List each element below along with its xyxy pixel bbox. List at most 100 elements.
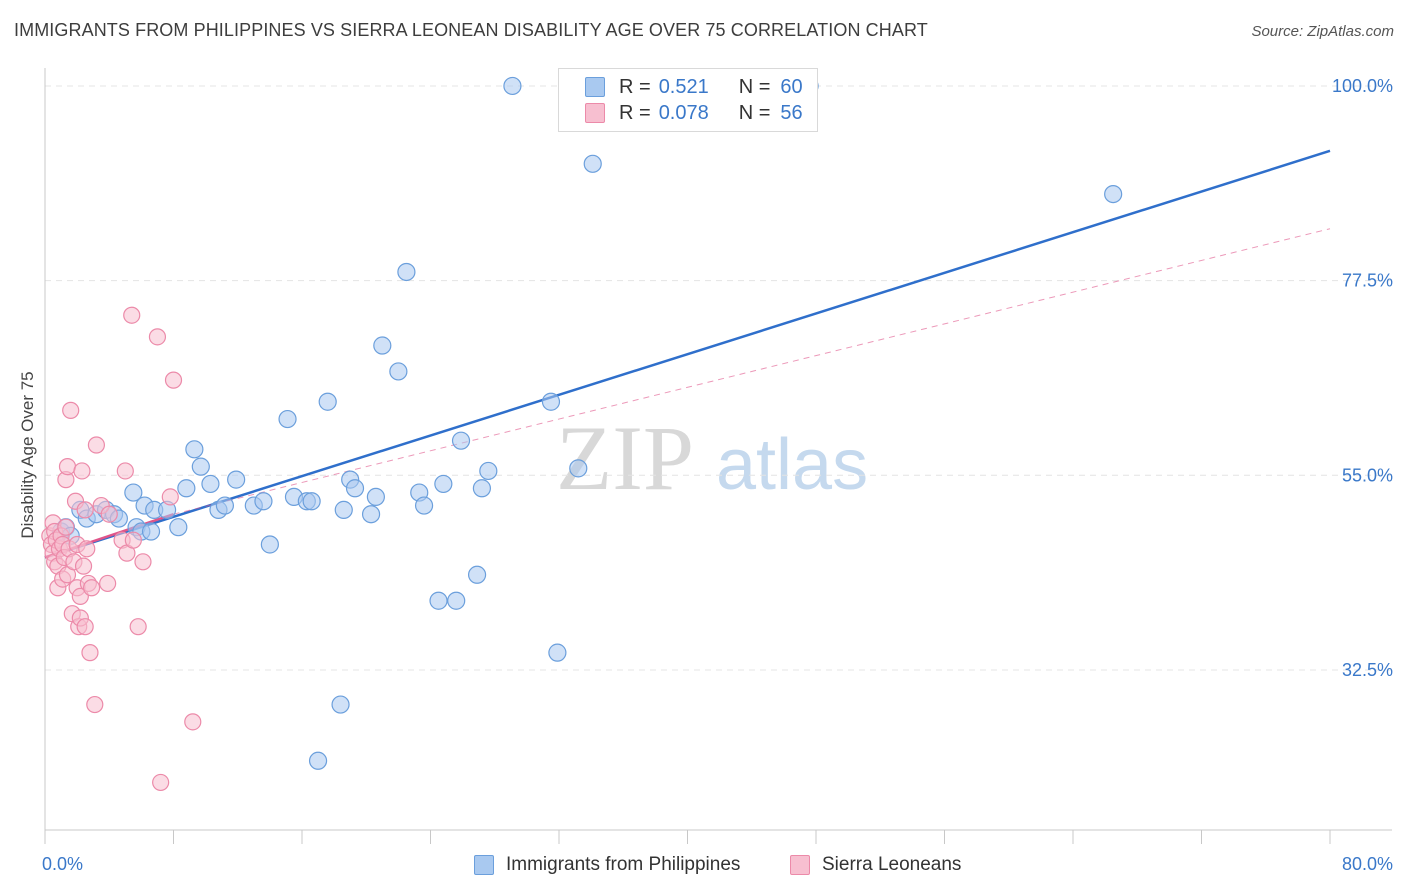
point-philippines bbox=[541, 392, 561, 411]
stats-row-philippines: R = 0.521 N = 60 bbox=[585, 74, 803, 100]
legend-item-sierra-leoneans: Sierra Leoneans bbox=[790, 852, 961, 878]
point-sierra-leoneans bbox=[78, 540, 96, 558]
point-philippines bbox=[331, 695, 350, 714]
point-philippines bbox=[548, 643, 567, 662]
point-philippines bbox=[434, 474, 453, 494]
point-philippines bbox=[141, 522, 161, 541]
point-philippines bbox=[366, 487, 385, 507]
point-sierra-leoneans bbox=[57, 518, 75, 536]
legend-label: Immigrants from Philippines bbox=[506, 854, 741, 875]
point-sierra-leoneans bbox=[62, 401, 80, 419]
source-label: Source: ZipAtlas.com bbox=[1251, 23, 1394, 40]
point-sierra-leoneans bbox=[82, 579, 101, 597]
n-label: N = bbox=[738, 75, 771, 98]
chart-title: IMMIGRANTS FROM PHILIPPINES VS SIERRA LE… bbox=[14, 20, 928, 40]
point-philippines bbox=[308, 751, 328, 770]
point-philippines bbox=[389, 362, 408, 381]
point-sierra-leoneans bbox=[152, 773, 170, 792]
point-philippines bbox=[503, 76, 522, 96]
point-philippines bbox=[254, 492, 273, 511]
r-label: R = bbox=[619, 75, 651, 98]
point-philippines bbox=[467, 565, 487, 584]
point-philippines bbox=[260, 535, 279, 554]
point-philippines bbox=[451, 431, 471, 450]
point-sierra-leoneans bbox=[81, 644, 99, 662]
point-sierra-leoneans bbox=[129, 618, 147, 636]
point-philippines bbox=[479, 461, 498, 481]
point-philippines bbox=[124, 483, 143, 502]
point-sierra-leoneans bbox=[134, 553, 152, 571]
sierra-leone-swatch bbox=[585, 103, 605, 123]
y-tick-label: 55.0% bbox=[1342, 465, 1393, 485]
point-philippines bbox=[361, 505, 381, 524]
point-sierra-leoneans bbox=[148, 328, 167, 346]
x-tick-labels: 0.0% 80.0% bbox=[42, 854, 1393, 874]
n-label: N = bbox=[738, 101, 771, 124]
point-sierra-leoneans bbox=[124, 531, 142, 549]
x-tick-label: 0.0% bbox=[42, 854, 83, 874]
stats-row-sierra-leone: R = 0.078 N = 56 bbox=[585, 100, 803, 126]
point-sierra-leoneans bbox=[58, 458, 77, 476]
point-sierra-leoneans bbox=[184, 713, 202, 731]
point-philippines bbox=[278, 409, 297, 429]
watermark-atlas: atlas bbox=[716, 425, 868, 505]
point-philippines bbox=[334, 500, 353, 519]
trendline-sierra-leoneans bbox=[173, 228, 1331, 515]
y-axis-label: Disability Age Over 75 bbox=[18, 371, 37, 538]
data-points bbox=[41, 76, 1123, 792]
point-philippines bbox=[185, 440, 204, 459]
r-value: 0.078 bbox=[658, 101, 709, 124]
legend-item-philippines: Immigrants from Philippines bbox=[474, 852, 740, 878]
point-sierra-leoneans bbox=[123, 306, 141, 324]
point-philippines bbox=[429, 591, 448, 610]
point-sierra-leoneans bbox=[161, 488, 179, 506]
philippines-legend-swatch bbox=[474, 855, 494, 875]
y-tick-labels: 32.5% 55.0% 77.5% 100.0% bbox=[1332, 76, 1393, 680]
point-sierra-leoneans bbox=[99, 574, 117, 593]
point-philippines bbox=[318, 392, 337, 411]
watermark-zip: ZIP bbox=[556, 407, 694, 509]
point-philippines bbox=[1104, 185, 1123, 204]
r-label: R = bbox=[619, 101, 651, 124]
point-sierra-leoneans bbox=[73, 462, 91, 480]
y-tick-label: 100.0% bbox=[1332, 76, 1393, 96]
watermark: ZIP atlas bbox=[556, 407, 868, 509]
n-value: 56 bbox=[780, 101, 803, 124]
point-philippines bbox=[191, 457, 210, 476]
point-philippines bbox=[583, 154, 602, 173]
point-sierra-leoneans bbox=[76, 501, 94, 519]
y-tick-label: 32.5% bbox=[1342, 660, 1393, 680]
point-philippines bbox=[169, 518, 188, 537]
trendline-philippines bbox=[44, 149, 1331, 559]
philippines-swatch bbox=[585, 77, 605, 97]
point-sierra-leoneans bbox=[76, 618, 94, 636]
sierra-leone-legend-swatch bbox=[790, 855, 810, 875]
stats-legend: R = 0.521 N = 60 R = 0.078 N = 56 bbox=[558, 68, 818, 132]
point-sierra-leoneans bbox=[87, 436, 106, 454]
point-philippines bbox=[373, 336, 392, 355]
point-philippines bbox=[397, 262, 416, 282]
point-philippines bbox=[447, 591, 466, 610]
grid-lines bbox=[45, 85, 1392, 671]
point-philippines bbox=[227, 470, 246, 489]
y-tick-label: 77.5% bbox=[1342, 271, 1393, 291]
point-sierra-leoneans bbox=[116, 462, 134, 480]
point-sierra-leoneans bbox=[86, 695, 104, 714]
point-sierra-leoneans bbox=[164, 371, 183, 389]
point-philippines bbox=[177, 479, 196, 498]
point-sierra-leoneans bbox=[74, 557, 93, 575]
point-philippines bbox=[201, 474, 220, 494]
point-philippines bbox=[414, 496, 434, 515]
point-sierra-leoneans bbox=[100, 505, 118, 523]
point-philippines bbox=[302, 492, 321, 511]
point-philippines bbox=[215, 496, 234, 515]
r-value: 0.521 bbox=[658, 75, 709, 98]
point-sierra-leoneans bbox=[71, 587, 89, 606]
point-philippines bbox=[345, 479, 365, 498]
point-philippines bbox=[472, 479, 491, 498]
x-tick-label: 80.0% bbox=[1342, 854, 1393, 874]
point-philippines bbox=[569, 459, 588, 478]
axes bbox=[44, 68, 1392, 844]
n-value: 60 bbox=[780, 75, 803, 98]
